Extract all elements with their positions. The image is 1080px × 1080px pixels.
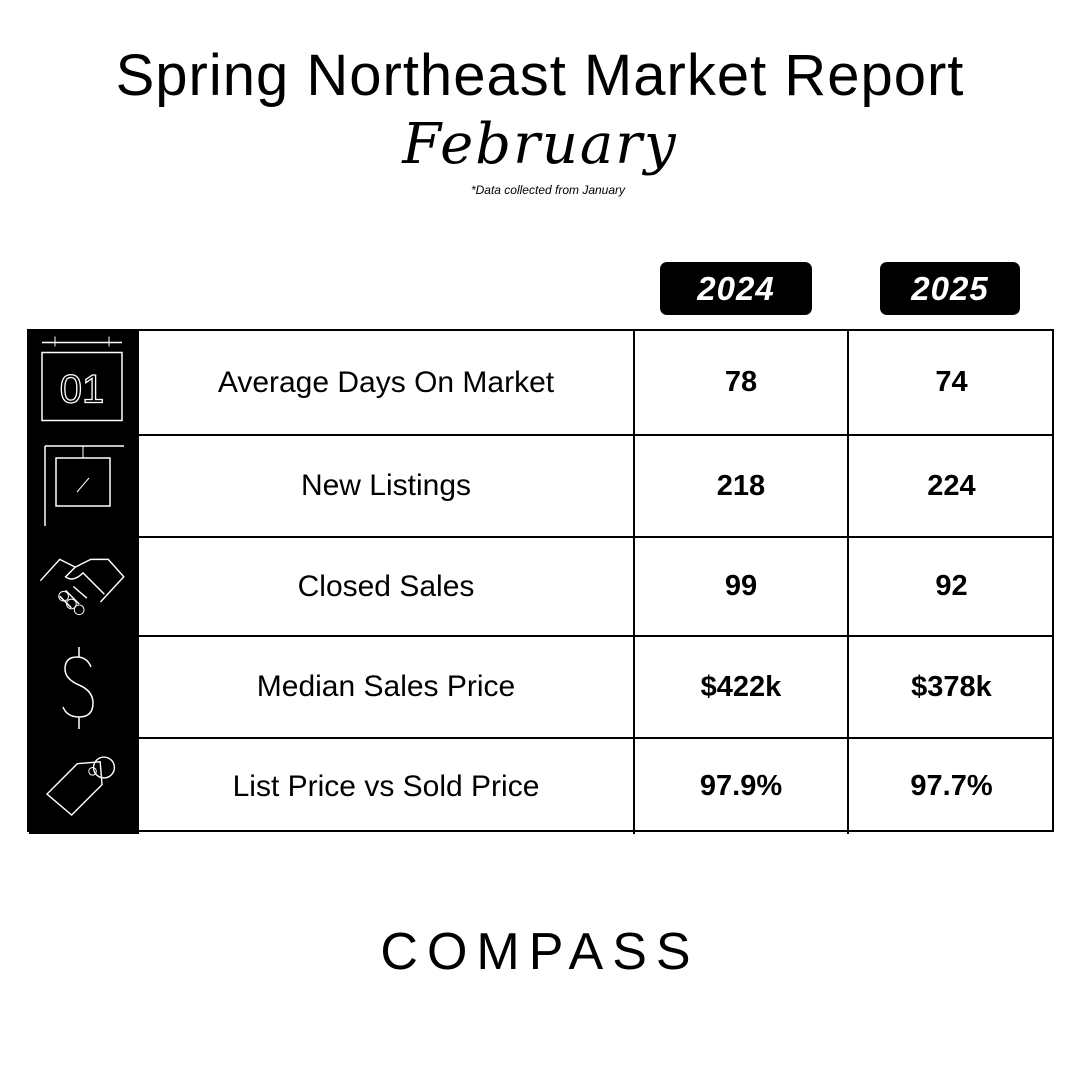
title: Spring Northeast Market Report [115,43,965,108]
value-cell: 97.7% [847,739,1054,834]
value-cell: 97.9% [633,739,847,834]
row-label: Closed Sales [297,569,475,603]
row-icon [29,538,139,635]
value-cell: 78 [633,331,847,434]
table-row: Median Sales Price $422k $378k [29,637,1054,739]
subtitle: February [402,112,678,177]
icon-graphic: 01 [41,336,123,422]
row-icon [29,739,139,834]
value-cell: $378k [847,637,1054,737]
year-badge: 2025 [880,262,1020,315]
table-row: List Price vs Sold Price 97.9% 97.7% [29,739,1054,834]
table-row: Closed Sales 99 92 [29,538,1054,637]
value-cell: 224 [847,436,1054,536]
table-row: 01 Average Days On Market 78 74 [29,331,1054,436]
row-icon: 01 [29,331,139,434]
icon-graphic [62,647,94,729]
row-label: Median Sales Price [256,670,516,703]
table-row: New Listings 218 224 [29,436,1054,538]
value-cell: 218 [633,436,847,536]
logo: COMPASS [380,923,700,981]
value-cell: 92 [847,538,1054,635]
value-cell: 74 [847,331,1054,434]
row-label: New Listings [300,469,472,502]
row-label: List Price vs Sold Price [232,769,540,803]
row-label: Average Days On Market [217,365,555,399]
row-icon [29,436,139,536]
icon-graphic [44,445,124,526]
value-cell: 99 [633,538,847,635]
icon-text: 01 [60,368,105,412]
year-badge: 2024 [660,262,812,315]
row-icon [29,637,139,737]
icon-graphic [45,756,116,816]
data-table: 01 Average Days On Market 78 74 New Listings… [27,329,1054,834]
note: *Data collected from January [470,183,626,197]
value-cell: $422k [633,637,847,737]
icon-graphic [39,558,125,616]
